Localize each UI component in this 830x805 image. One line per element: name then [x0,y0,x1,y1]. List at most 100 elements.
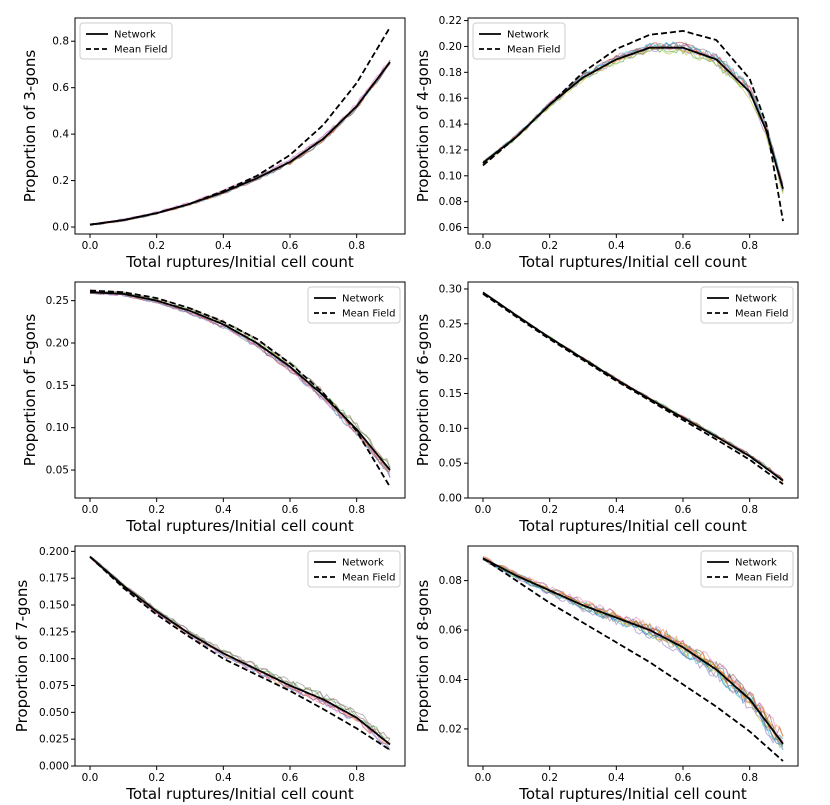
x-axis-label: Total ruptures/Initial cell count [518,517,747,535]
y-tick-label: 0.30 [439,283,462,295]
x-tick-label: 0.0 [475,504,492,516]
y-tick-label: 0.175 [39,573,69,585]
y-tick-label: 0.100 [39,653,69,665]
y-tick-label: 0.125 [39,626,69,638]
x-tick-label: 0.4 [608,772,625,784]
legend-mean-field-label: Mean Field [114,45,168,56]
legend-mean-field-label: Mean Field [735,573,789,584]
network-line [482,557,784,745]
x-axis-label: Total ruptures/Initial cell count [125,785,354,803]
panel-3: 0.0 0.2 0.4 0.6 0.8 0.05 0.10 0.15 0.20 0.25 Total… [21,281,406,535]
x-tick-label: 0.2 [541,504,558,516]
y-tick-label: 0.05 [46,465,69,477]
y-tick-label: 0.25 [439,318,462,330]
legend: Network Mean Field [700,286,794,324]
sample-line [89,61,391,226]
mean-field-line [89,26,391,226]
x-tick-label: 0.0 [82,240,99,252]
y-tick-label: 0.08 [439,196,462,208]
y-axis-label: Proportion of 8-gons [414,580,432,733]
legend-box [700,550,794,588]
y-tick-label: 0.200 [39,546,69,558]
y-tick-label: 0.16 [439,93,463,105]
sample-line [89,62,391,226]
legend-box [700,286,794,324]
plot-area [482,29,784,222]
legend-mean-field-label: Mean Field [342,573,396,584]
y-tick-label: 0.05 [439,458,462,470]
y-tick-label: 0.14 [439,119,463,131]
x-tick-label: 0.6 [675,772,692,784]
y-tick-label: 0.075 [39,680,69,692]
legend-network-label: Network [342,558,384,569]
y-axis-label: Proportion of 5-gons [21,314,39,467]
x-tick-label: 0.2 [541,772,558,784]
panel-2: 0.0 0.2 0.4 0.6 0.8 0.06 0.08 0.10 0.12 0.14 0.16 0… [414,15,799,271]
x-tick-label: 0.4 [608,240,625,252]
plot-area [482,555,784,762]
x-tick-label: 0.8 [741,240,758,252]
y-tick-label: 0.20 [439,353,462,365]
network-line [89,61,391,226]
sample-line [89,59,391,225]
sample-line [482,559,784,746]
x-tick-label: 0.2 [148,504,165,516]
mean-field-line [482,29,784,222]
x-tick-label: 0.6 [675,504,692,516]
legend: Network Mean Field [79,22,173,60]
legend-box [472,22,566,60]
x-tick-label: 0.0 [475,240,492,252]
y-axis-label: Proportion of 7-gons [13,580,31,733]
x-axis-label: Total ruptures/Initial cell count [125,253,354,271]
legend-box [79,22,173,60]
legend-mean-field-label: Mean Field [507,45,561,56]
x-tick-label: 0.8 [348,504,365,516]
y-tick-label: 0.10 [439,170,462,182]
y-tick-label: 0.4 [52,129,69,141]
mean-field-line [89,289,391,488]
network-line [482,46,784,189]
legend-network-label: Network [342,294,384,305]
sample-line [482,45,784,191]
y-tick-label: 0.000 [39,761,69,773]
x-tick-label: 0.2 [148,240,165,252]
x-tick-label: 0.6 [282,240,299,252]
legend-network-label: Network [735,558,777,569]
y-tick-label: 0.0 [52,222,69,234]
sample-line [482,558,784,751]
x-tick-label: 0.8 [741,504,758,516]
y-axis-label: Proportion of 6-gons [414,314,432,467]
x-tick-label: 0.2 [541,240,558,252]
y-tick-label: 0.8 [52,36,69,48]
y-axis-label: Proportion of 4-gons [414,50,432,203]
panel-5: 0.0 0.2 0.4 0.6 0.8 0.000 0.025 0.050 0.075 0.100… [13,545,406,803]
y-tick-label: 0.10 [439,423,462,435]
x-axis-label: Total ruptures/Initial cell count [125,517,354,535]
axes-frame [467,17,799,235]
sample-line [482,556,784,737]
axes-frame [74,545,406,767]
legend: Network Mean Field [307,286,401,324]
y-tick-label: 0.12 [439,144,462,156]
plot-area [89,555,391,751]
y-tick-label: 0.150 [39,600,69,612]
y-axis-label: Proportion of 3-gons [21,50,39,203]
axes-frame [74,17,406,235]
legend-network-label: Network [507,30,549,41]
sample-line [482,47,784,194]
sample-line [482,41,784,191]
y-tick-label: 0.22 [439,15,462,27]
x-tick-label: 0.0 [82,772,99,784]
sample-line [482,41,784,185]
legend: Network Mean Field [307,550,401,588]
x-tick-label: 0.6 [282,504,299,516]
plot-area [482,291,784,485]
y-tick-label: 0.25 [46,295,69,307]
mean-field-line [89,556,391,751]
legend-box [307,550,401,588]
y-tick-label: 0.08 [439,575,462,587]
x-tick-label: 0.4 [215,240,232,252]
sample-line [482,559,784,749]
y-tick-label: 0.6 [52,82,69,94]
